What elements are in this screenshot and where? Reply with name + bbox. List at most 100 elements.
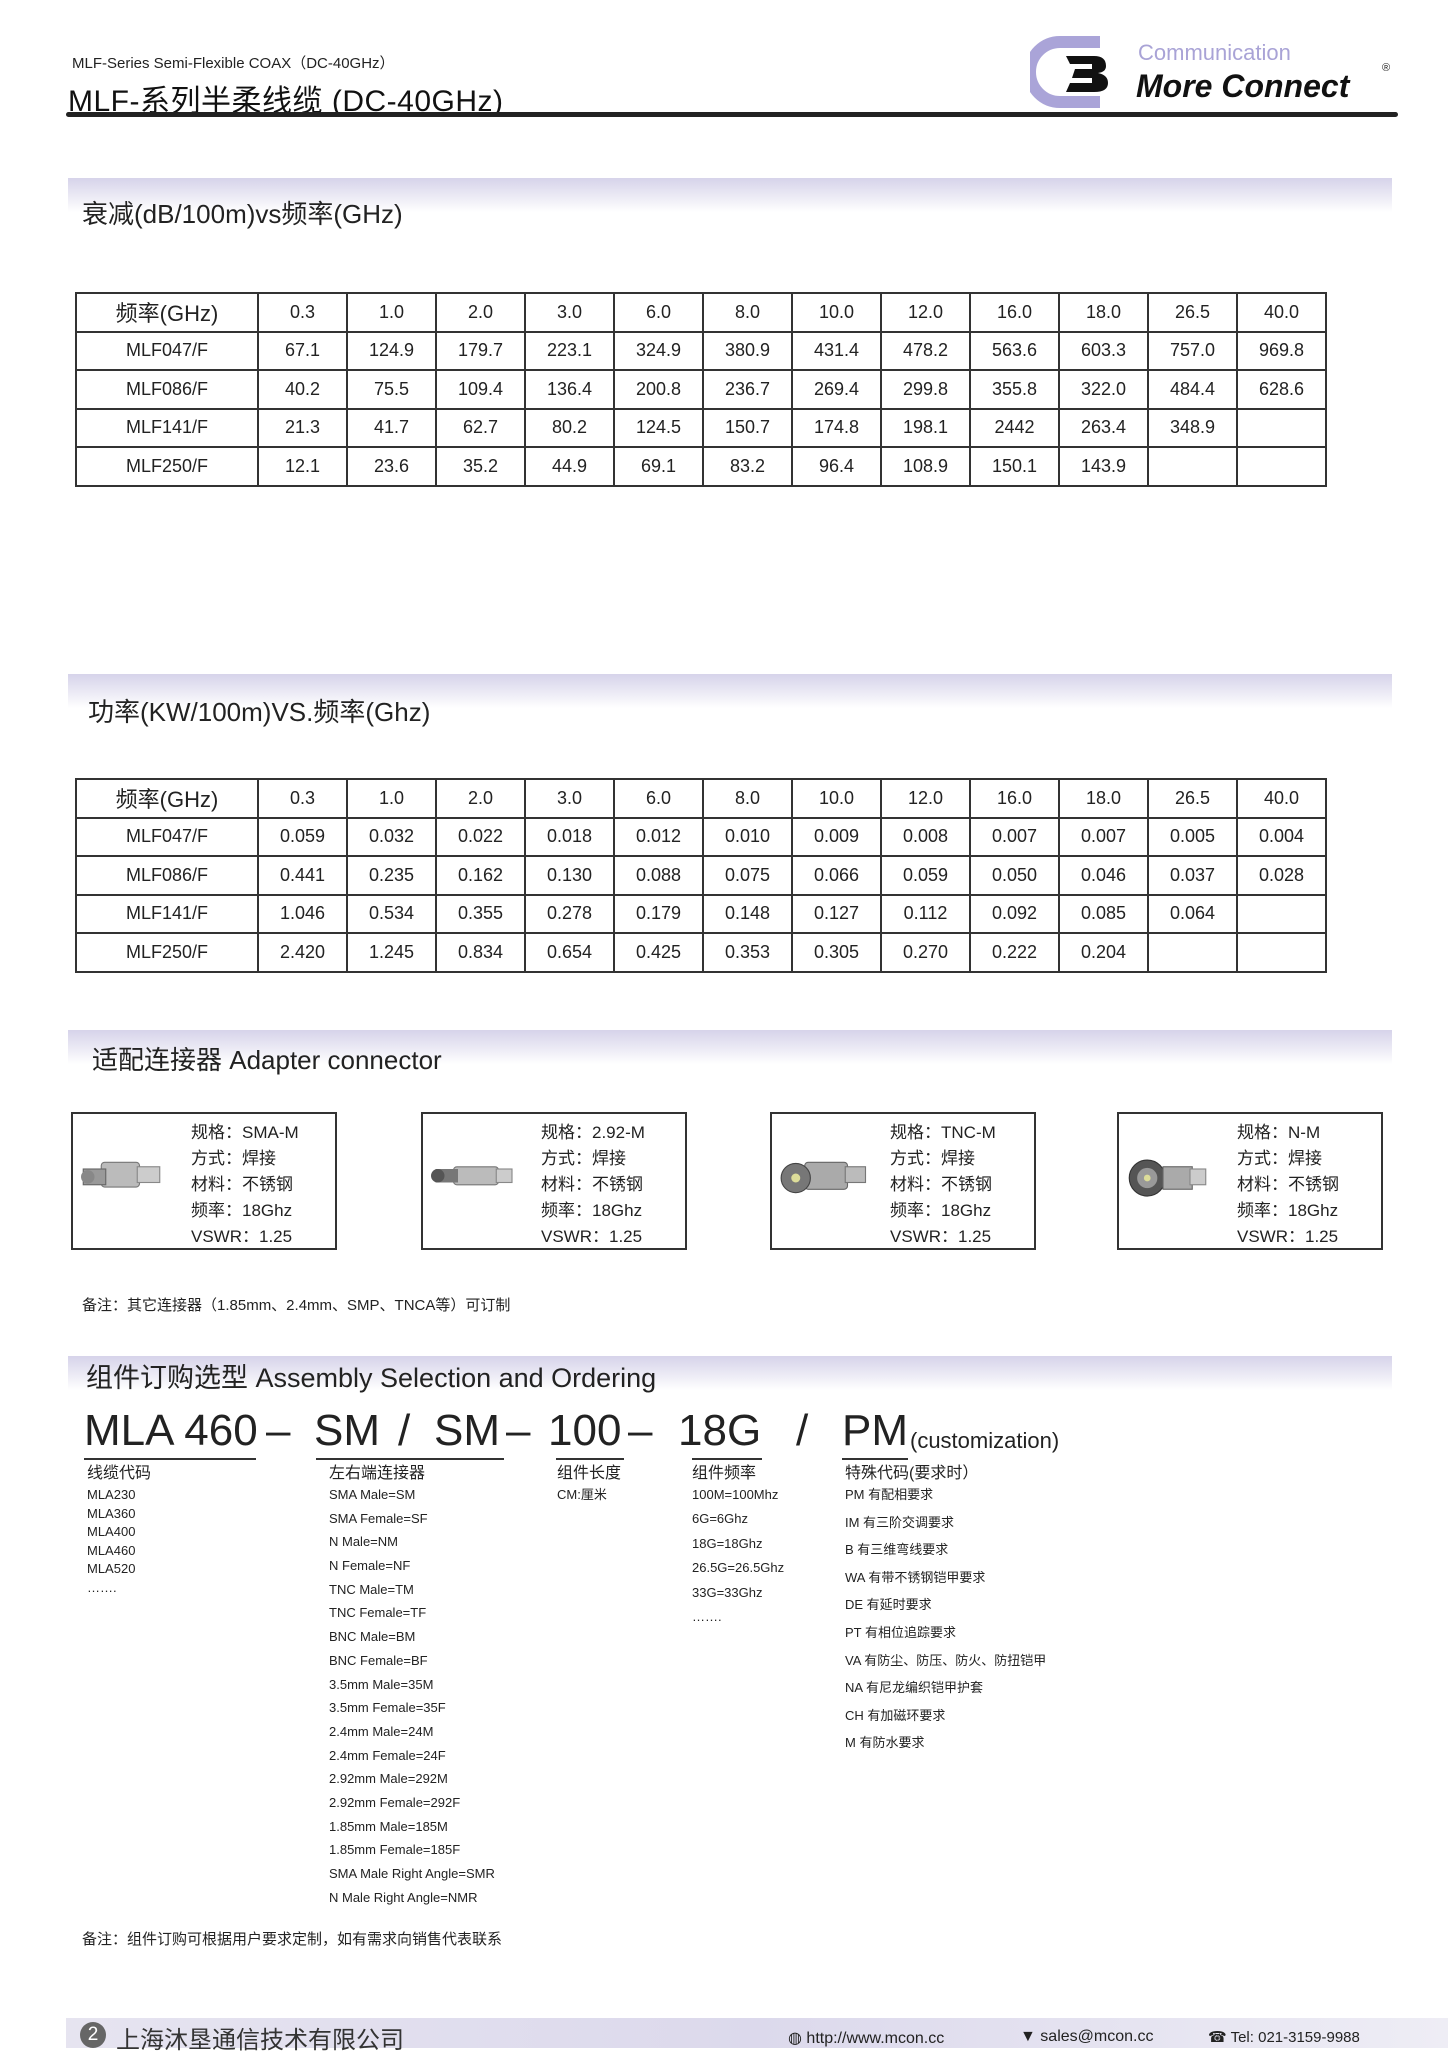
option-item: TNC Female=TF	[329, 1605, 427, 1621]
logo-text-more-connect: More Connect	[1136, 68, 1350, 104]
table-cell: 628.6	[1236, 369, 1327, 410]
column-header: 16.0	[969, 292, 1060, 333]
code-special: PM	[842, 1406, 908, 1455]
table-cell: 0.148	[702, 893, 793, 934]
table-cell	[1236, 407, 1327, 448]
table-cell: 198.1	[880, 407, 971, 448]
table-cell: 236.7	[702, 369, 793, 410]
spec-line: VSWR：1.25	[1237, 1227, 1339, 1246]
code-cable: MLA 460	[84, 1406, 258, 1455]
table-cell: 21.3	[257, 407, 348, 448]
table-cell: 40.2	[257, 369, 348, 410]
column-header: 8.0	[702, 778, 793, 819]
table-cell: 969.8	[1236, 330, 1327, 371]
table-cell: 0.092	[969, 893, 1060, 934]
table-cell: 150.1	[969, 446, 1060, 487]
underline	[556, 1458, 624, 1460]
column-header: 10.0	[791, 292, 882, 333]
column-header: 8.0	[702, 292, 793, 333]
option-item: MLA520	[87, 1561, 136, 1576]
registered-mark: ®	[1382, 62, 1391, 74]
section-title-attenuation: 衰减(dB/100m)vs频率(GHz)	[82, 199, 403, 229]
adapter-specs: 规格：TNC-M 方式：焊接 材料：不锈钢 频率：18Ghz VSWR：1.25	[890, 1120, 996, 1250]
table-cell: 0.009	[791, 816, 882, 857]
code-slash: /	[796, 1406, 809, 1455]
option-item: BNC Female=BF	[329, 1652, 428, 1668]
footer-tel: ☎ Tel: 021-3159-9988	[1208, 2028, 1360, 2046]
option-item: …….	[692, 1608, 722, 1624]
table-cell: 23.6	[346, 446, 437, 487]
table-cell: 0.008	[880, 816, 971, 857]
table-cell: 0.085	[1058, 893, 1149, 934]
table-row: MLF250/F 12.1 23.6 35.2 44.9 69.1 83.2 96.4 108.…	[75, 446, 1327, 487]
option-item: 2.4mm Female=24F	[329, 1747, 446, 1763]
code-dash: –	[506, 1406, 531, 1455]
table-cell: 0.127	[791, 893, 882, 934]
table-cell: 109.4	[435, 369, 526, 410]
row-label: MLF086/F	[75, 369, 259, 410]
table-cell: 62.7	[435, 407, 526, 448]
column-header: 2.0	[435, 778, 526, 819]
ordering-note: 备注：组件订购可根据用户要求定制，如有需求向销售代表联系	[82, 1931, 503, 1948]
table-cell: 0.066	[791, 855, 882, 896]
spec-line: 材料：不锈钢	[541, 1175, 643, 1194]
table-cell: 0.204	[1058, 932, 1149, 973]
spec-line: 材料：不锈钢	[1237, 1175, 1339, 1194]
globe-icon: ◍	[788, 2030, 802, 2047]
option-item: N Male=NM	[329, 1534, 398, 1550]
table-cell: 0.235	[346, 855, 437, 896]
table-cell: 0.037	[1147, 855, 1238, 896]
column-header: 0.3	[257, 778, 348, 819]
column-header: 40.0	[1236, 778, 1327, 819]
footer-band	[66, 2018, 1448, 2048]
table-cell: 174.8	[791, 407, 882, 448]
code-length: 100	[548, 1406, 622, 1455]
option-item: CH 有加磁环要求	[845, 1707, 946, 1723]
option-item: SMA Female=SF	[329, 1510, 428, 1526]
website-link[interactable]: http://www.mcon.cc	[806, 2030, 945, 2047]
column-header: 1.0	[346, 778, 437, 819]
footer-email[interactable]: ▼ sales@mcon.cc	[1020, 2028, 1153, 2046]
table-cell: 0.353	[702, 932, 793, 973]
table-cell	[1236, 893, 1327, 934]
option-item: 2.92mm Male=292M	[329, 1771, 448, 1787]
spec-line: 频率：18Ghz	[1237, 1201, 1339, 1220]
column-heading: 组件长度	[557, 1465, 622, 1482]
option-item: WA 有带不锈钢铠甲要求	[845, 1569, 986, 1585]
table-cell: 35.2	[435, 446, 526, 487]
option-item: 2.92mm Female=292F	[329, 1794, 461, 1810]
adapter-specs: 规格：2.92-M 方式：焊接 材料：不锈钢 频率：18Ghz VSWR：1.25	[541, 1120, 645, 1250]
section-title-ordering: 组件订购选型 Assembly Selection and Ordering	[86, 1363, 657, 1393]
table-cell: 80.2	[524, 407, 615, 448]
table-cell: 269.4	[791, 369, 882, 410]
section-title-power: 功率(KW/100m)VS.频率(Ghz)	[88, 697, 431, 727]
email-link[interactable]: sales@mcon.cc	[1040, 2028, 1154, 2045]
table-cell: 348.9	[1147, 407, 1238, 448]
table-cell: 150.7	[702, 407, 793, 448]
spec-line: VSWR：1.25	[191, 1227, 293, 1246]
table-cell: 322.0	[1058, 369, 1149, 410]
connector-image	[1128, 1159, 1207, 1197]
option-item: NA 有尼龙编织铠甲护套	[845, 1680, 983, 1696]
spec-line: 方式：焊接	[1237, 1149, 1322, 1168]
column-header: 10.0	[791, 778, 882, 819]
spec-line: 规格：TNC-M	[890, 1123, 996, 1142]
table-cell: 2442	[969, 407, 1060, 448]
table-cell: 0.305	[791, 932, 882, 973]
table-cell: 83.2	[702, 446, 793, 487]
table-cell: 179.7	[435, 330, 526, 371]
option-item: DE 有延时要求	[845, 1597, 932, 1613]
spec-line: VSWR：1.25	[890, 1227, 992, 1246]
table-cell: 96.4	[791, 446, 882, 487]
row-label: MLF047/F	[75, 330, 259, 371]
option-item: …….	[87, 1579, 117, 1595]
table-cell: 0.007	[1058, 816, 1149, 857]
option-item: 18G=18Ghz	[692, 1535, 763, 1551]
table-row: MLF086/F 40.2 75.5 109.4 136.4 200.8 236.7 269.…	[75, 369, 1327, 410]
spec-line: 材料：不锈钢	[890, 1175, 992, 1194]
footer-website[interactable]: ◍ http://www.mcon.cc	[788, 2028, 944, 2048]
mail-icon: ▼	[1020, 2028, 1036, 2045]
connector-image	[81, 1161, 161, 1188]
column-heading: 线缆代码	[87, 1465, 152, 1482]
adapter-specs: 规格：SMA-M 方式：焊接 材料：不锈钢 频率：18Ghz VSWR：1.25	[191, 1120, 299, 1250]
